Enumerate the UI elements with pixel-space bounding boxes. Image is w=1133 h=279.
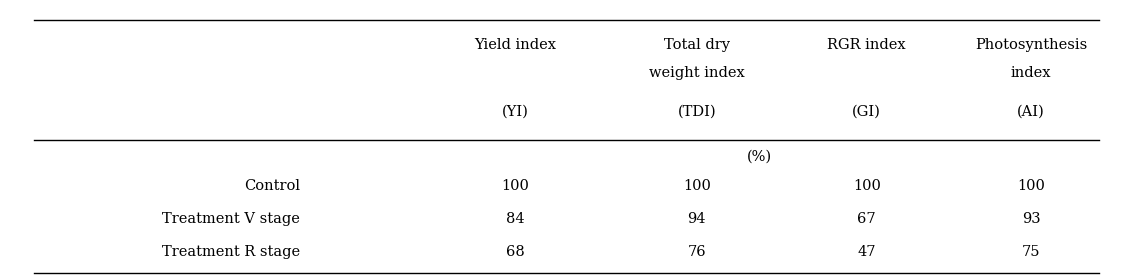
Text: 100: 100 xyxy=(502,179,529,193)
Text: 93: 93 xyxy=(1022,212,1040,226)
Text: (%): (%) xyxy=(747,149,772,163)
Text: Yield index: Yield index xyxy=(475,38,556,52)
Text: Photosynthesis: Photosynthesis xyxy=(974,38,1088,52)
Text: (AI): (AI) xyxy=(1017,105,1045,119)
Text: (GI): (GI) xyxy=(852,105,881,119)
Text: 84: 84 xyxy=(506,212,525,226)
Text: 47: 47 xyxy=(858,246,876,259)
Text: Control: Control xyxy=(245,179,300,193)
Text: 100: 100 xyxy=(853,179,880,193)
Text: 100: 100 xyxy=(1017,179,1045,193)
Text: 94: 94 xyxy=(688,212,706,226)
Text: RGR index: RGR index xyxy=(827,38,906,52)
Text: index: index xyxy=(1011,66,1051,80)
Text: Treatment V stage: Treatment V stage xyxy=(162,212,300,226)
Text: Total dry: Total dry xyxy=(664,38,730,52)
Text: (YI): (YI) xyxy=(502,105,529,119)
Text: 75: 75 xyxy=(1022,246,1040,259)
Text: 67: 67 xyxy=(858,212,876,226)
Text: Treatment R stage: Treatment R stage xyxy=(162,246,300,259)
Text: 68: 68 xyxy=(506,246,525,259)
Text: 76: 76 xyxy=(688,246,706,259)
Text: (TDI): (TDI) xyxy=(678,105,716,119)
Text: weight index: weight index xyxy=(649,66,744,80)
Text: 100: 100 xyxy=(683,179,710,193)
